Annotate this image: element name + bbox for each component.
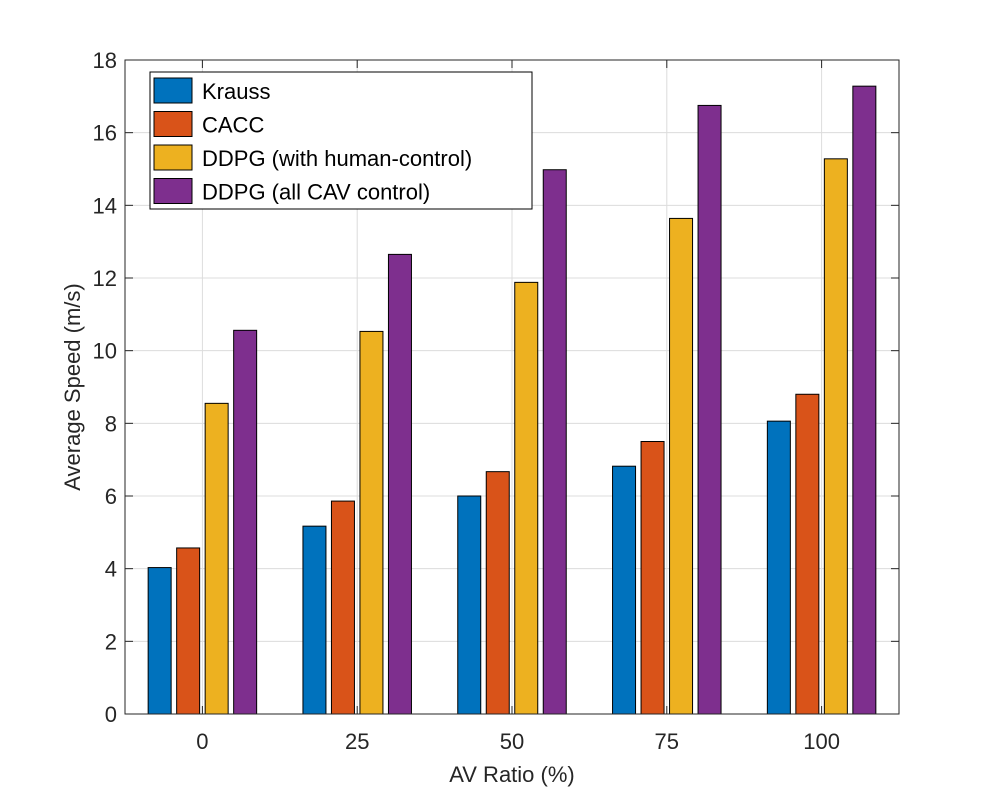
bar-ddpg-with-human-control-75: [669, 217, 694, 715]
bar-krauss-0: [147, 567, 172, 715]
bar-cacc-25: [330, 500, 355, 715]
y-tick-label: 0: [105, 702, 117, 727]
y-tick-label: 12: [93, 266, 117, 291]
legend: Krauss CACC DDPG (with human-control) DDPG …: [149, 71, 533, 210]
y-tick-label: 18: [93, 48, 117, 73]
bar-krauss-50: [457, 495, 482, 715]
y-tick-label: 14: [93, 193, 117, 218]
bar-krauss-25: [302, 525, 327, 715]
bar-ddpg-all-cav-control-100: [852, 85, 877, 715]
bar-ddpg-with-human-control-100: [823, 158, 848, 715]
x-tick-label: 50: [500, 729, 524, 754]
bars: [147, 85, 877, 715]
bar-cacc-100: [795, 393, 820, 715]
legend-label: Krauss: [202, 79, 270, 104]
y-tick-label: 16: [93, 121, 117, 146]
x-tick-label: 75: [655, 729, 679, 754]
axis-ticks: 0 2 4 6 8 10 12 14 16 18 0 25 50 75 100: [93, 48, 899, 754]
x-tick-label: 100: [803, 729, 840, 754]
bar-ddpg-with-human-control-50: [514, 281, 539, 715]
legend-label: DDPG (with human-control): [202, 146, 472, 171]
y-tick-label: 10: [93, 339, 117, 364]
legend-swatch: [153, 111, 193, 137]
bar-ddpg-with-human-control-25: [359, 330, 384, 715]
legend-swatch: [153, 178, 193, 204]
x-axis-title: AV Ratio (%): [449, 762, 575, 787]
y-tick-label: 4: [105, 557, 117, 582]
bar-ddpg-all-cav-control-25: [387, 253, 412, 715]
legend-box: [149, 71, 533, 210]
bar-cacc-0: [176, 547, 201, 715]
legend-label: DDPG (all CAV control): [202, 180, 430, 205]
legend-swatch: [153, 144, 193, 171]
bar-cacc-75: [640, 441, 665, 715]
y-tick-label: 2: [105, 629, 117, 654]
bar-ddpg-all-cav-control-50: [542, 169, 567, 715]
y-axis-title: Average Speed (m/s): [60, 283, 85, 490]
bar-krauss-75: [612, 465, 637, 715]
y-tick-label: 8: [105, 411, 117, 436]
bar-ddpg-all-cav-control-75: [697, 104, 722, 715]
bar-krauss-100: [766, 420, 791, 715]
bar-ddpg-with-human-control-0: [204, 402, 229, 715]
y-tick-label: 6: [105, 484, 117, 509]
legend-swatch: [153, 77, 193, 104]
x-tick-label: 25: [345, 729, 369, 754]
bar-cacc-50: [485, 471, 510, 715]
legend-label: CACC: [202, 113, 264, 138]
x-tick-label: 0: [196, 729, 208, 754]
bar-ddpg-all-cav-control-0: [233, 329, 258, 715]
